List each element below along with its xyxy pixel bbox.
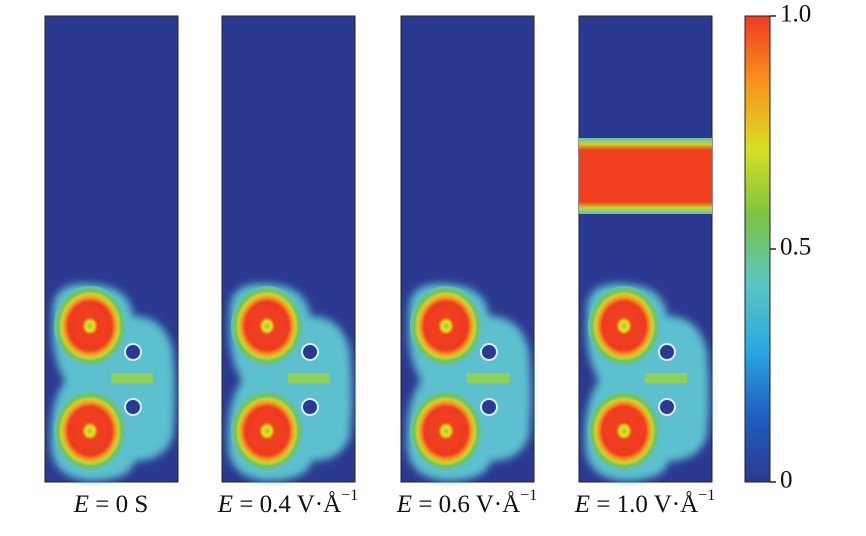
label-text: = 0.6 V·Å [412, 491, 520, 518]
label-variable: E [396, 491, 412, 518]
label-text: = 1.0 V·Å [590, 491, 698, 518]
label-superscript: −1 [520, 487, 537, 504]
colorbar: 0 0.5 1.0 [744, 1, 811, 494]
colorbar-tick-label: 0 [780, 467, 793, 494]
colorbar-tick-label: 1.0 [780, 1, 811, 28]
panel-label: E = 1.0 V·Å−1 [574, 487, 715, 518]
panel-label: E = 0.6 V·Å−1 [396, 487, 537, 518]
label-text: = 0 S [89, 491, 148, 518]
panel-label: E = 0.4 V·Å−1 [217, 487, 358, 518]
label-variable: E [574, 491, 590, 518]
colorbar-tick-label: 0.5 [780, 234, 811, 261]
colorbar-scale [744, 15, 771, 483]
label-variable: E [217, 491, 233, 518]
panel-label: E = 0 S [73, 491, 149, 518]
label-superscript: −1 [341, 487, 358, 504]
label-superscript: −1 [698, 487, 715, 504]
label-variable: E [73, 491, 89, 518]
label-text: = 0.4 V·Å [233, 491, 341, 518]
